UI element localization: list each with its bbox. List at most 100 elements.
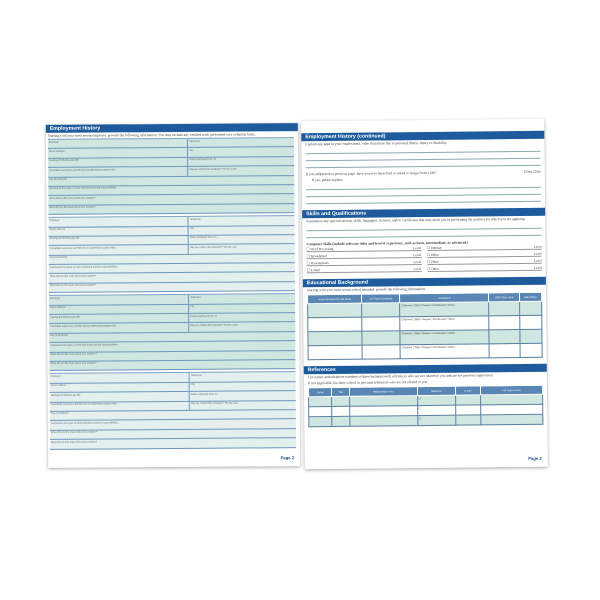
edu-completed-options[interactable]: ☐Diploma ☐GED ☐Degree ☐Certification ☐Ot…: [400, 329, 490, 345]
edu-cell[interactable]: [489, 329, 521, 344]
field-city[interactable]: City: [190, 304, 195, 309]
edu-cell[interactable]: [307, 317, 363, 332]
field-likemost[interactable]: What did you like most about your positi…: [49, 274, 97, 278]
ref-cell[interactable]: [455, 404, 481, 416]
field-supervisor[interactable]: Immediate supervisor and title (do not a…: [48, 167, 189, 177]
answer-line[interactable]: [305, 158, 541, 169]
skill-item[interactable]: ☐ Word Processing Level: [306, 246, 422, 253]
field-dates[interactable]: Dates employed From To: [189, 236, 217, 240]
field-city[interactable]: City: [189, 148, 194, 152]
field-pay[interactable]: Pay (if pertinent): [49, 177, 67, 181]
skill-checkbox[interactable]: ☐ Other: [427, 259, 439, 264]
answer-line[interactable]: [306, 228, 542, 239]
field-likemost[interactable]: What did you like most about your positi…: [50, 352, 97, 356]
edu-completed-options[interactable]: ☐Diploma ☐GED ☐Degree ☐Certification ☐Ot…: [400, 343, 490, 359]
field-street[interactable]: Street address: [49, 304, 190, 314]
field-employer[interactable]: Employer: [49, 373, 190, 383]
ref-cell[interactable]: [308, 416, 333, 427]
skill-item[interactable]: ☐ Internet Level: [426, 244, 542, 251]
field-summary[interactable]: Summarize the types of work performed an…: [49, 186, 117, 191]
ref-cell[interactable]: [480, 404, 543, 415]
edu-cell[interactable]: [488, 301, 520, 316]
edu-cell[interactable]: [520, 343, 543, 358]
field-employer[interactable]: Employer: [49, 295, 190, 305]
ref-phone[interactable]: ( ): [417, 395, 456, 406]
edu-cell[interactable]: [307, 303, 362, 318]
field-title[interactable]: Starting job title/final job title: [49, 392, 190, 402]
skill-checkbox[interactable]: ☐ Internet: [426, 245, 442, 250]
field-street[interactable]: Street address: [47, 148, 189, 158]
skill-checkbox[interactable]: ☐ Word Processing: [306, 246, 334, 252]
ref-cell[interactable]: [332, 396, 350, 407]
ref-phone[interactable]: ( ): [417, 415, 456, 426]
skill-checkbox[interactable]: ☐ Other: [427, 266, 439, 271]
field-street[interactable]: Street address: [48, 226, 189, 236]
field-telephone[interactable]: Telephone: [190, 295, 202, 299]
field-summary[interactable]: Summarize the types of work performed an…: [50, 421, 119, 425]
field-dates[interactable]: Dates employed From To: [189, 157, 216, 162]
ref-cell[interactable]: [349, 395, 418, 407]
field-street[interactable]: Street address: [49, 382, 190, 393]
skill-item[interactable]: ☐ Other Level: [427, 258, 542, 265]
edu-cell[interactable]: [520, 329, 543, 344]
field-supervisor[interactable]: Immediate supervisor and title (do not a…: [49, 401, 191, 411]
skill-item[interactable]: ☐ Spreadsheet Level: [306, 253, 422, 260]
yes-checkbox[interactable]: ☐Yes: [523, 169, 533, 174]
field-dates[interactable]: Dates employed From To: [190, 392, 218, 396]
field-telephone[interactable]: Telephone: [189, 217, 201, 221]
ref-cell[interactable]: [349, 405, 418, 417]
ref-cell[interactable]: [455, 394, 481, 406]
field-pay[interactable]: Pay (if pertinent): [50, 334, 68, 338]
ref-cell[interactable]: [332, 416, 350, 427]
field-contact[interactable]: May we contact this employer? Yes No Lat…: [189, 245, 238, 249]
field-likeleast[interactable]: What did you like least about your posit…: [49, 205, 96, 210]
edu-completed-options[interactable]: ☐Diploma ☐GED ☐Degree ☐Certification ☐Ot…: [399, 301, 489, 317]
field-telephone[interactable]: Telephone: [189, 139, 201, 143]
field-pay[interactable]: Pay (if pertinent): [49, 255, 68, 260]
ref-phone[interactable]: ( ): [417, 405, 456, 416]
edu-cell[interactable]: [308, 345, 363, 360]
field-likeleast[interactable]: What did you like least about your posit…: [50, 362, 97, 366]
field-likemost[interactable]: What did you like most about your positi…: [49, 196, 96, 200]
edu-cell[interactable]: [519, 315, 542, 330]
field-supervisor[interactable]: Immediate supervisor and title (do not a…: [49, 323, 190, 333]
ref-cell[interactable]: [480, 394, 543, 405]
field-telephone[interactable]: Telephone: [190, 373, 202, 377]
ref-cell[interactable]: [349, 415, 418, 427]
field-summary[interactable]: Summarize the types of work performed an…: [50, 343, 118, 347]
field-employer[interactable]: Employer: [48, 217, 189, 227]
skill-item[interactable]: ☐ Other Level: [427, 265, 542, 272]
ref-cell[interactable]: [308, 396, 333, 407]
skill-checkbox[interactable]: ☐ E-mail: [306, 268, 320, 273]
field-title[interactable]: Starting job title/final job title: [48, 235, 189, 246]
ref-cell[interactable]: [308, 406, 333, 417]
field-likeleast[interactable]: What did you like least about your posit…: [49, 283, 97, 288]
field-title[interactable]: Starting job title/final job title: [49, 313, 190, 324]
field-summary[interactable]: Summarize the types of work performed an…: [49, 264, 118, 269]
field-dates[interactable]: Dates employed From To: [190, 314, 218, 318]
skill-item[interactable]: ☐ E-mail Level: [306, 267, 422, 274]
ref-cell[interactable]: [332, 406, 350, 417]
answer-line[interactable]: [305, 194, 542, 205]
skill-checkbox[interactable]: ☐ Spreadsheet: [306, 254, 327, 259]
edu-cell[interactable]: [488, 315, 521, 330]
edu-cell[interactable]: [307, 331, 363, 346]
edu-cell[interactable]: [362, 330, 401, 346]
field-employer[interactable]: Employer: [47, 138, 189, 149]
skill-checkbox[interactable]: ☐ Other: [427, 252, 439, 257]
skill-item[interactable]: ☐ Other Level: [427, 251, 542, 258]
field-supervisor[interactable]: Immediate supervisor and title (do not a…: [48, 245, 189, 255]
field-contact[interactable]: May we contact this employer? Yes No Lat…: [190, 323, 238, 327]
skill-checkbox[interactable]: ☐ Presentations: [306, 261, 329, 266]
field-contact[interactable]: May we contact this employer? Yes No Lat…: [189, 167, 237, 171]
ref-cell[interactable]: [480, 414, 543, 425]
field-contact[interactable]: May we contact this employer? Yes No Lat…: [190, 401, 239, 405]
field-city[interactable]: City: [190, 383, 195, 387]
field-likemost[interactable]: What did you like most about your positi…: [50, 430, 98, 435]
edu-cell[interactable]: [489, 343, 521, 358]
field-pay[interactable]: Pay (if pertinent): [50, 412, 69, 416]
ref-cell[interactable]: [455, 414, 481, 426]
edu-cell[interactable]: [362, 344, 401, 360]
no-checkbox[interactable]: ☐No: [533, 169, 541, 174]
edu-cell[interactable]: [519, 301, 542, 316]
